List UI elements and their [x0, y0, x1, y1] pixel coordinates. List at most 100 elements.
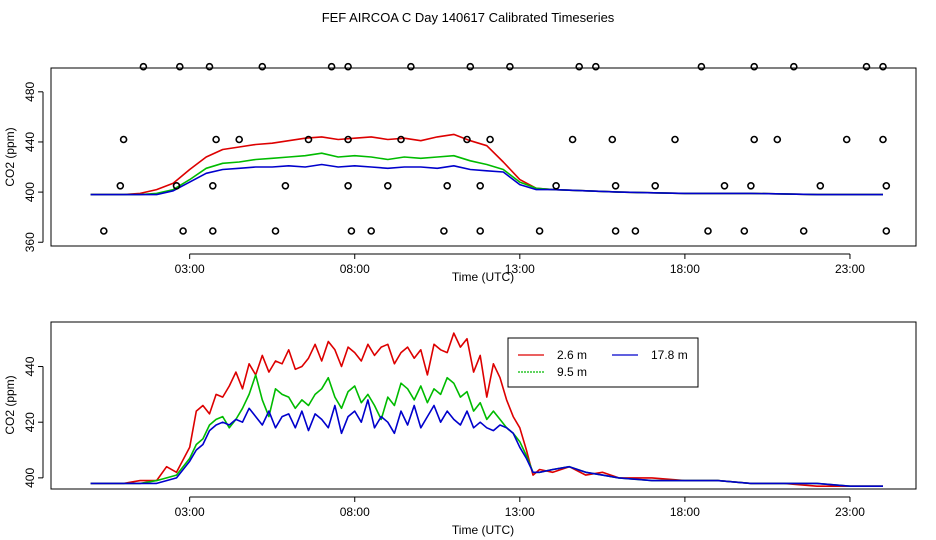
bottom-x-tick-label: 13:00 — [505, 505, 535, 519]
top-data-point — [212, 135, 220, 144]
top-x-tick-label: 18:00 — [670, 262, 700, 276]
top-data-point — [327, 62, 336, 71]
top-data-point — [486, 135, 494, 144]
top-points — [100, 62, 891, 235]
top-data-point — [344, 182, 352, 190]
top-data-point — [205, 62, 214, 71]
top-x-tick-label: 03:00 — [175, 262, 205, 276]
top-data-point — [281, 182, 290, 190]
top-data-point — [773, 135, 782, 144]
legend-label-9-5m: 9.5 m — [557, 365, 587, 379]
top-data-point — [179, 227, 187, 235]
top-data-point — [568, 135, 577, 144]
top-axes: 03:00 08:00 13:00 18:00 23:00 360 400 440 480 — [23, 81, 865, 276]
top-data-point — [209, 227, 217, 235]
top-data-point — [176, 62, 184, 71]
top-data-point — [704, 227, 712, 235]
top-data-point — [367, 227, 376, 235]
bottom-lines — [90, 332, 883, 488]
top-data-point — [882, 227, 891, 235]
top-data-point — [119, 135, 128, 144]
top-y-tick-label: 480 — [23, 81, 37, 101]
top-data-point — [476, 182, 485, 190]
top-y-tick-label: 440 — [23, 132, 37, 152]
top-data-point — [611, 227, 620, 235]
bottom-x-tick-label: 18:00 — [670, 505, 700, 519]
top-data-point — [671, 135, 679, 144]
top-data-point — [407, 62, 415, 71]
bottom-x-tick-label: 23:00 — [835, 505, 865, 519]
bottom-ylabel: CO2 (ppm) — [3, 375, 17, 434]
top-data-point — [116, 182, 125, 190]
top-data-point — [591, 62, 600, 71]
top-data-point — [747, 182, 755, 190]
bottom-plot-frame — [50, 321, 917, 490]
top-y-tick-label: 400 — [23, 182, 37, 202]
top-data-point — [304, 135, 313, 144]
top-data-point — [862, 62, 871, 71]
bottom-series-line-17-8-m — [90, 399, 883, 488]
top-data-point — [799, 227, 808, 235]
top-data-point — [720, 182, 729, 190]
top-data-point — [344, 135, 352, 144]
top-data-point — [740, 227, 749, 235]
top-panel: CO2 (ppm) Time (UTC) 03:00 08:00 13:00 18:0… — [3, 62, 917, 284]
bottom-x-tick-label: 08:00 — [340, 505, 370, 519]
bottom-y-tick-label: 400 — [23, 468, 37, 488]
top-data-point — [631, 227, 640, 235]
top-data-point — [575, 62, 584, 71]
top-data-point — [466, 62, 475, 71]
top-ylabel: CO2 (ppm) — [3, 127, 17, 186]
top-data-point — [172, 182, 181, 190]
top-data-point — [816, 182, 825, 190]
top-data-point — [842, 135, 851, 144]
top-data-point — [535, 227, 544, 235]
top-data-point — [879, 135, 887, 144]
legend: 2.6 m 17.8 m 9.5 m — [507, 337, 699, 388]
top-data-point — [440, 227, 448, 235]
top-data-point — [476, 227, 485, 235]
top-data-point — [139, 62, 148, 71]
top-y-tick-label: 360 — [23, 232, 37, 252]
top-x-tick-label: 08:00 — [340, 262, 370, 276]
top-data-point — [347, 227, 356, 235]
top-data-point — [750, 62, 759, 71]
top-data-point — [344, 62, 352, 71]
top-data-point — [463, 135, 471, 144]
top-data-point — [100, 227, 108, 235]
bottom-x-tick-label: 03:00 — [175, 505, 205, 519]
figure-title: FEF AIRCOA C Day 140617 Calibrated Times… — [322, 10, 615, 25]
bottom-series-line-2-6-m — [90, 332, 883, 488]
top-series-line-17-8-m — [90, 163, 883, 196]
top-data-point — [608, 135, 617, 144]
top-data-point — [651, 182, 660, 190]
top-data-point — [443, 182, 452, 190]
top-data-point — [506, 62, 514, 71]
top-data-point — [697, 62, 706, 71]
top-data-point — [209, 182, 217, 190]
bottom-panel: CO2 (ppm) Time (UTC) 03:00 08:00 13:00 18:0… — [3, 321, 917, 537]
bottom-y-tick-label: 420 — [23, 412, 37, 432]
top-data-point — [879, 62, 887, 71]
top-data-point — [383, 182, 392, 190]
top-data-point — [271, 227, 280, 235]
top-data-point — [750, 135, 759, 144]
top-x-tick-label: 13:00 — [505, 262, 535, 276]
top-data-point — [611, 182, 620, 190]
top-data-point — [397, 135, 405, 144]
legend-label-2-6m: 2.6 m — [557, 348, 587, 362]
bottom-y-tick-label: 440 — [23, 356, 37, 376]
legend-box — [507, 337, 699, 388]
top-data-point — [552, 182, 560, 190]
top-x-tick-label: 23:00 — [835, 262, 865, 276]
top-xlabel: Time (UTC) — [452, 270, 514, 284]
bottom-axes: 03:00 08:00 13:00 18:00 23:00 400 420 440 — [23, 356, 865, 519]
top-data-point — [235, 135, 243, 144]
legend-label-17-8m: 17.8 m — [651, 348, 688, 362]
top-data-point — [258, 62, 267, 71]
bottom-xlabel: Time (UTC) — [452, 523, 514, 537]
top-lines — [90, 133, 883, 196]
top-plot-frame — [50, 67, 917, 247]
